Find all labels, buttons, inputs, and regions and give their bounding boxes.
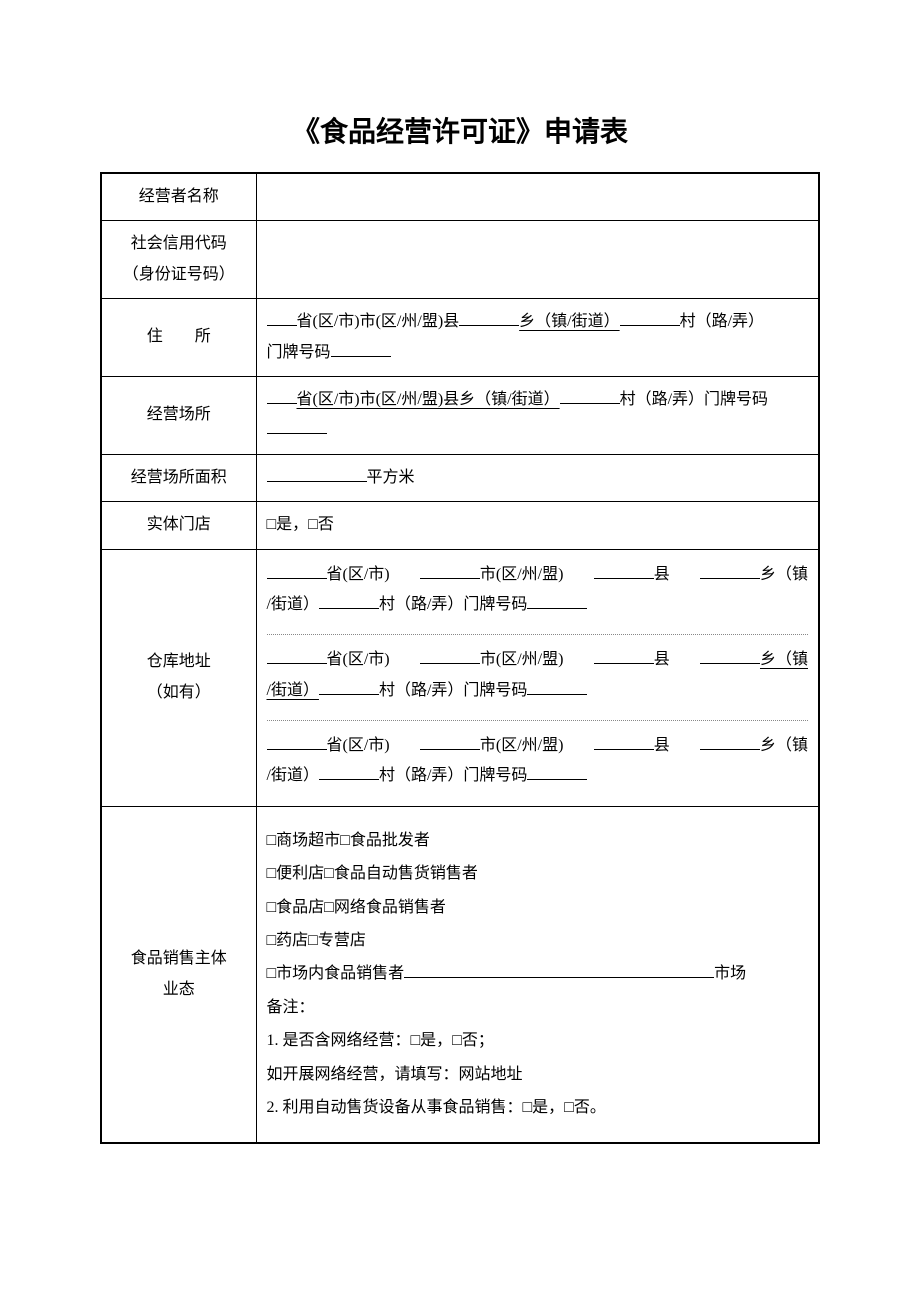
blank-biz-doorplate[interactable] xyxy=(267,418,327,434)
value-biz-type: □商场超市□食品批发者 □便利店□食品自动售货销售者 □食品店□网络食品销售者 … xyxy=(256,806,819,1143)
label-physical-store: 实体门店 xyxy=(101,502,256,549)
checkbox-group-1[interactable]: □商场超市□食品批发者 xyxy=(267,826,809,856)
note-header: 备注： xyxy=(267,993,809,1023)
row-physical-store: 实体门店 □是，□否 xyxy=(101,502,819,549)
application-form-table: 经营者名称 社会信用代码 （身份证号码） 住 所 省(区/市)市(区/州/盟)县… xyxy=(100,172,820,1144)
value-residence: 省(区/市)市(区/州/盟)县乡（镇/街道）村（路/弄） 门牌号码 xyxy=(256,299,819,377)
blank-biz-province[interactable] xyxy=(267,388,297,404)
blank-biz-township[interactable] xyxy=(560,388,620,404)
warehouse-entry-1: 省(区/市) 市(区/州/盟) 县 乡（镇 /街道）村（路/弄）门牌号码 xyxy=(267,550,809,636)
checkbox-group-3[interactable]: □食品店□网络食品销售者 xyxy=(267,893,809,923)
warehouse-entry-3: 省(区/市) 市(区/州/盟) 县 乡（镇 /街道）村（路/弄）门牌号码 xyxy=(267,721,809,806)
blank-market-name[interactable] xyxy=(404,962,714,978)
value-credit-code xyxy=(256,221,819,299)
note-1b: 如开展网络经营，请填写：网站地址 xyxy=(267,1060,809,1090)
value-operator-name xyxy=(256,173,819,221)
row-biz-area: 经营场所面积 平方米 xyxy=(101,454,819,501)
label-biz-place: 经营场所 xyxy=(101,376,256,454)
checkbox-group-5[interactable]: □市场内食品销售者市场 xyxy=(267,959,809,989)
checkbox-yes[interactable]: □是， xyxy=(267,516,309,533)
wh1-province[interactable] xyxy=(267,563,327,579)
wh1-city[interactable] xyxy=(420,563,480,579)
wh1-town[interactable] xyxy=(700,563,760,579)
wh3-village[interactable] xyxy=(319,764,379,780)
wh3-city[interactable] xyxy=(420,734,480,750)
note-1[interactable]: 1. 是否含网络经营：□是，□否； xyxy=(267,1026,809,1056)
wh2-city[interactable] xyxy=(420,648,480,664)
wh2-village[interactable] xyxy=(319,679,379,695)
label-residence: 住 所 xyxy=(101,299,256,377)
wh2-province[interactable] xyxy=(267,648,327,664)
label-biz-area: 经营场所面积 xyxy=(101,454,256,501)
row-warehouse: 仓库地址 （如有） 省(区/市) 市(区/州/盟) 县 乡（镇 /街道）村（路/… xyxy=(101,549,819,806)
value-biz-area: 平方米 xyxy=(256,454,819,501)
blank-area[interactable] xyxy=(267,466,367,482)
row-credit-code: 社会信用代码 （身份证号码） xyxy=(101,221,819,299)
value-warehouse: 省(区/市) 市(区/州/盟) 县 乡（镇 /街道）村（路/弄）门牌号码 省(区… xyxy=(256,549,819,806)
wh1-village[interactable] xyxy=(319,593,379,609)
note-2[interactable]: 2. 利用自动售货设备从事食品销售：□是，□否。 xyxy=(267,1093,809,1123)
label-credit-code: 社会信用代码 （身份证号码） xyxy=(101,221,256,299)
checkbox-group-4[interactable]: □药店□专营店 xyxy=(267,926,809,956)
blank-county[interactable] xyxy=(459,310,519,326)
wh3-town[interactable] xyxy=(700,734,760,750)
label-operator-name: 经营者名称 xyxy=(101,173,256,221)
row-residence: 住 所 省(区/市)市(区/州/盟)县乡（镇/街道）村（路/弄） 门牌号码 xyxy=(101,299,819,377)
wh1-door[interactable] xyxy=(527,593,587,609)
page-title: 《食品经营许可证》申请表 xyxy=(100,110,820,150)
value-physical-store: □是，□否 xyxy=(256,502,819,549)
warehouse-entry-2: 省(区/市) 市(区/州/盟) 县 乡（镇 /街道）村（路/弄）门牌号码 xyxy=(267,635,809,721)
wh2-county[interactable] xyxy=(594,648,654,664)
checkbox-no[interactable]: □否 xyxy=(308,516,334,533)
row-biz-place: 经营场所 省(区/市)市(区/州/盟)县乡（镇/街道）村（路/弄）门牌号码 xyxy=(101,376,819,454)
label-warehouse: 仓库地址 （如有） xyxy=(101,549,256,806)
wh1-county[interactable] xyxy=(594,563,654,579)
label-biz-type: 食品销售主体 业态 xyxy=(101,806,256,1143)
wh2-door[interactable] xyxy=(527,679,587,695)
value-biz-place: 省(区/市)市(区/州/盟)县乡（镇/街道）村（路/弄）门牌号码 xyxy=(256,376,819,454)
blank-doorplate[interactable] xyxy=(331,341,391,357)
wh3-province[interactable] xyxy=(267,734,327,750)
wh3-county[interactable] xyxy=(594,734,654,750)
blank-township[interactable] xyxy=(620,310,680,326)
wh2-town[interactable] xyxy=(700,648,760,664)
blank-province[interactable] xyxy=(267,310,297,326)
row-operator-name: 经营者名称 xyxy=(101,173,819,221)
checkbox-group-2[interactable]: □便利店□食品自动售货销售者 xyxy=(267,859,809,889)
wh3-door[interactable] xyxy=(527,764,587,780)
row-biz-type: 食品销售主体 业态 □商场超市□食品批发者 □便利店□食品自动售货销售者 □食品… xyxy=(101,806,819,1143)
